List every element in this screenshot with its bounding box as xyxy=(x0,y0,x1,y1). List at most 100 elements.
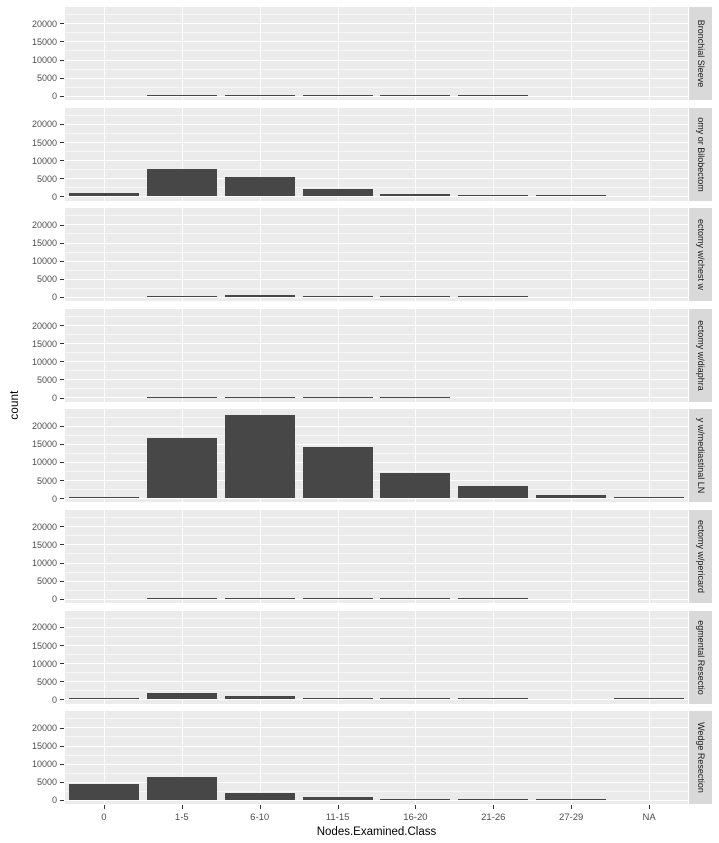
y-gridline-minor xyxy=(65,470,688,472)
bar xyxy=(224,94,295,96)
y-gridline-minor xyxy=(65,589,688,591)
x-gridline xyxy=(103,107,105,201)
x-gridline xyxy=(493,409,495,503)
y-tick-mark xyxy=(60,799,64,801)
x-tick-label: 16-20 xyxy=(403,812,428,824)
y-tick-mark xyxy=(60,443,64,445)
y-tick-mark xyxy=(60,626,64,628)
y-tick-mark xyxy=(60,325,64,327)
y-gridline-minor xyxy=(65,114,688,116)
bar xyxy=(302,295,373,297)
x-gridline xyxy=(415,610,417,704)
y-gridline-minor xyxy=(65,672,688,674)
y-gridline-major xyxy=(65,443,688,445)
y-tick-mark xyxy=(60,745,64,747)
x-gridline xyxy=(181,610,183,704)
bar xyxy=(380,295,451,297)
y-gridline-major xyxy=(65,95,688,97)
x-gridline xyxy=(103,208,105,302)
x-tick-label: 11-15 xyxy=(325,812,350,824)
y-gridline-minor xyxy=(65,287,688,289)
facet-strip: Wedge Resection xyxy=(689,711,712,805)
y-gridline-major xyxy=(65,727,688,729)
bar xyxy=(380,597,451,599)
y-gridline-minor xyxy=(65,517,688,519)
x-tick-mark xyxy=(337,805,339,810)
bar xyxy=(146,396,217,398)
strip-label: ectomy w/chest w xyxy=(696,219,706,291)
x-gridline xyxy=(415,510,417,603)
strip-label: y w/mediastinal LN xyxy=(696,418,706,494)
x-gridline xyxy=(571,409,573,503)
strip-label: Wedge Resection xyxy=(696,722,706,794)
y-tick-label: 0 xyxy=(51,795,57,806)
x-gridline xyxy=(493,308,495,402)
y-tick-label: 20000 xyxy=(31,320,57,331)
bar xyxy=(458,485,529,499)
x-gridline xyxy=(571,208,573,302)
x-gridline xyxy=(181,308,183,402)
x-gridline xyxy=(415,208,417,302)
strip-label: Bronchial Sleeve xyxy=(696,19,706,88)
y-gridline-major xyxy=(65,781,688,783)
bar xyxy=(380,473,451,499)
y-tick-label: 15000 xyxy=(31,338,57,349)
x-gridline xyxy=(337,107,339,201)
bar xyxy=(536,494,607,499)
y-tick-label: 10000 xyxy=(31,759,57,770)
facet-strip: egmental Resectio xyxy=(689,610,712,704)
y-tick-mark xyxy=(60,498,64,500)
x-gridline xyxy=(649,610,651,704)
y-tick-label: 15000 xyxy=(31,539,57,550)
y-tick-mark xyxy=(60,41,64,43)
y-gridline-minor xyxy=(65,370,688,372)
bar xyxy=(380,798,451,800)
y-tick-label: 10000 xyxy=(31,155,57,166)
y-gridline-minor xyxy=(65,553,688,555)
bar xyxy=(146,597,217,599)
bar xyxy=(68,783,139,800)
y-tick-label: 5000 xyxy=(36,676,57,687)
y-tick-mark xyxy=(60,526,64,528)
y-tick-mark xyxy=(60,480,64,481)
y-gridline-major xyxy=(65,544,688,546)
facet-panel xyxy=(65,107,688,201)
y-gridline-minor xyxy=(65,754,688,756)
x-gridline xyxy=(337,610,339,704)
x-tick-mark xyxy=(493,805,495,810)
y-tick-mark xyxy=(60,160,64,162)
bar xyxy=(224,414,295,498)
y-tick-mark xyxy=(60,260,64,262)
y-tick-label: 10000 xyxy=(31,658,57,669)
y-tick-mark xyxy=(60,142,64,143)
y-tick-mark xyxy=(60,242,64,244)
facet-strip: Bronchial Sleeve xyxy=(689,7,712,100)
y-gridline-major xyxy=(65,242,688,244)
bar xyxy=(302,797,373,800)
x-gridline xyxy=(493,711,495,805)
y-tick-label: 20000 xyxy=(31,521,57,532)
y-gridline-major xyxy=(65,644,688,646)
y-gridline-major xyxy=(65,160,688,162)
y-tick-label: 5000 xyxy=(36,576,57,587)
y-tick-mark xyxy=(60,580,64,582)
bar xyxy=(458,295,529,297)
y-gridline-major xyxy=(65,59,688,61)
y-gridline-minor xyxy=(65,150,688,152)
y-tick-label: 20000 xyxy=(31,220,57,230)
x-gridline xyxy=(181,107,183,201)
x-gridline xyxy=(337,711,339,805)
y-tick-label: 0 xyxy=(51,292,57,303)
x-tick-label: 0 xyxy=(101,812,107,824)
strip-label: omy or Bilobectom xyxy=(696,116,706,192)
y-gridline-major xyxy=(65,196,688,198)
y-gridline-minor xyxy=(65,50,688,52)
x-gridline xyxy=(493,610,495,704)
bar xyxy=(380,396,451,398)
strip-label: ectomy w/diaphra xyxy=(696,320,706,391)
x-gridline xyxy=(181,208,183,302)
y-gridline-major xyxy=(65,479,688,481)
bar xyxy=(302,188,373,197)
x-gridline xyxy=(571,7,573,100)
